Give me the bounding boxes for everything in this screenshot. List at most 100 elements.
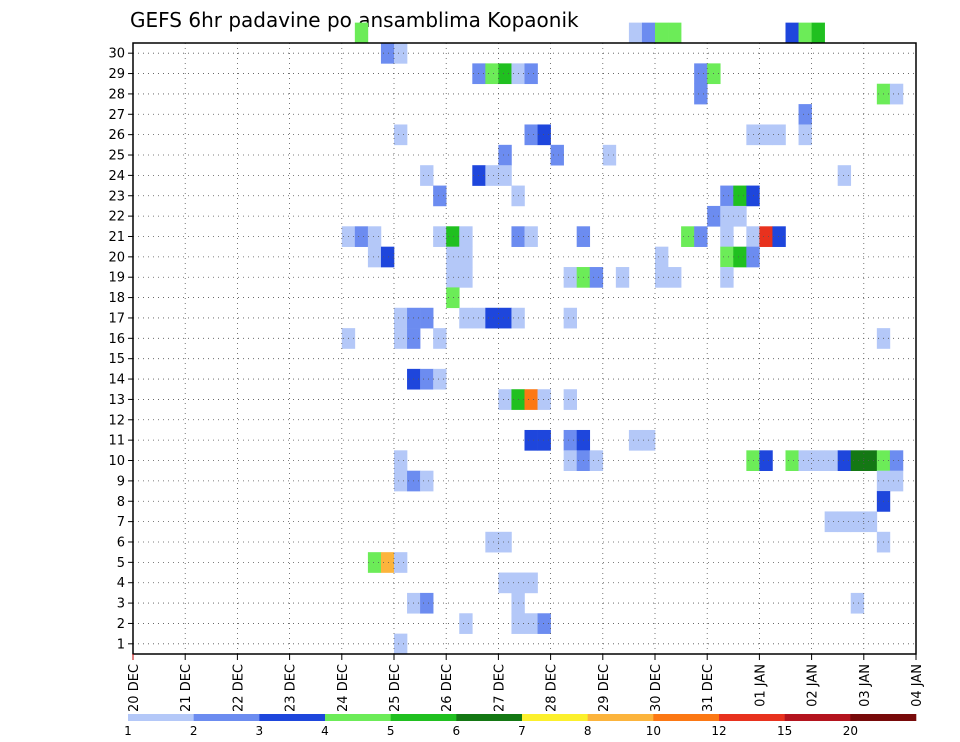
y-tick-label: 3: [117, 597, 125, 612]
heatmap-cell: [524, 63, 538, 85]
heatmap-cell: [889, 83, 904, 105]
y-tick-label: 29: [108, 67, 125, 82]
heatmap-cell: [655, 22, 669, 44]
heatmap-cell: [524, 124, 538, 146]
legend-swatch: [850, 714, 917, 721]
heatmap-cell: [420, 470, 434, 492]
heatmap-cell: [354, 226, 369, 247]
y-tick-label: 12: [108, 413, 125, 428]
heatmap-cell: [772, 226, 786, 247]
heatmap-cell: [824, 511, 838, 533]
x-tick-label: 02 JAN: [806, 664, 821, 707]
legend-label: 7: [518, 724, 526, 738]
heatmap-cell: [354, 22, 369, 44]
plot-frame: [132, 42, 917, 655]
legend-swatch: [325, 714, 391, 721]
x-tick-label: 04 JAN: [910, 664, 925, 707]
heatmap-cell: [759, 450, 773, 471]
y-tick-label: 13: [108, 393, 125, 408]
y-tick-label: 6: [117, 535, 125, 550]
y-tick-label: 15: [108, 352, 125, 367]
legend-swatch: [653, 714, 720, 721]
x-tick-label: 28 DEC: [545, 664, 560, 712]
x-tick-label: 03 JAN: [858, 664, 873, 707]
heatmap-cell: [772, 124, 786, 146]
y-tick-label: 10: [108, 454, 125, 469]
heatmap-cell: [811, 22, 825, 44]
heatmap-cell: [537, 429, 551, 451]
legend-swatch: [390, 714, 457, 721]
heatmap-cell: [420, 368, 434, 390]
heatmap-cell: [785, 22, 799, 44]
heatmap-cell: [420, 592, 434, 614]
heatmap-cell: [694, 83, 708, 105]
heatmap-cell: [720, 205, 734, 227]
heatmap-cell: [524, 226, 538, 247]
chart-title: GEFS 6hr padavine po ansamblima Kopaonik: [130, 8, 579, 32]
heatmap-cell: [459, 246, 473, 268]
heatmap-cell: [433, 368, 447, 390]
heatmap-cell: [733, 246, 747, 268]
heatmap-cell: [837, 165, 852, 186]
heatmap-cell: [837, 511, 852, 533]
heatmap-cell: [459, 267, 473, 288]
heatmap-cell: [563, 389, 577, 410]
heatmap-cell: [380, 552, 395, 573]
y-tick-label: 28: [108, 87, 125, 102]
y-tick-label: 24: [108, 169, 125, 184]
y-tick-label: 7: [117, 515, 125, 530]
heatmap-cell: [485, 165, 499, 186]
x-tick-label: 20 DEC: [127, 664, 142, 712]
heatmap-cell: [694, 63, 708, 85]
x-tick-label: 23 DEC: [284, 664, 299, 712]
heatmap-cell: [537, 124, 551, 146]
x-tick-label: 22 DEC: [231, 664, 246, 712]
legend-label: 1: [124, 724, 132, 738]
legend-swatch: [522, 714, 588, 721]
heatmap-cell: [720, 185, 734, 207]
heatmap-cell: [863, 450, 878, 471]
y-tick-label: 9: [117, 474, 125, 489]
heatmap-cell: [394, 307, 408, 329]
heatmap-cell: [394, 43, 408, 64]
y-tick-label: 23: [108, 189, 125, 204]
heatmap-cell: [485, 307, 499, 329]
heatmap-cell: [668, 22, 682, 44]
y-tick-label: 11: [108, 434, 125, 449]
heatmap-cell: [498, 144, 512, 166]
heatmap-cell: [420, 165, 434, 186]
heatmap-cell: [420, 307, 434, 329]
legend-label: 2: [190, 724, 198, 738]
heatmap-cell: [498, 307, 512, 329]
x-tick-label: 25 DEC: [388, 664, 403, 712]
x-tick-label: 21 DEC: [179, 664, 194, 712]
legend-label: 8: [584, 724, 592, 738]
heatmap-cell: [498, 531, 512, 553]
heatmap-cell: [433, 226, 447, 247]
heatmap-cell: [602, 144, 617, 166]
y-tick-label: 22: [108, 210, 125, 225]
heatmap-cell: [655, 267, 669, 288]
heatmap-cell: [446, 246, 460, 268]
legend-swatch: [193, 714, 260, 721]
heatmap-cell: [380, 43, 395, 64]
heatmap-cell: [446, 287, 460, 309]
y-tick-label: 19: [108, 271, 125, 286]
heatmap-cell: [537, 613, 551, 634]
legend-label: 6: [453, 724, 461, 738]
heatmap-cell: [498, 572, 512, 594]
y-tick-label: 18: [108, 291, 125, 306]
legend-label: 10: [646, 724, 661, 738]
legend-label: 5: [387, 724, 395, 738]
legend-swatch: [587, 714, 654, 721]
heatmap-cell: [694, 226, 708, 247]
heatmap-cell: [837, 450, 852, 471]
heatmap-cell: [485, 531, 499, 553]
y-tick-label: 20: [108, 250, 125, 265]
heatmap-cell: [459, 226, 473, 247]
heatmap-cell: [433, 185, 447, 207]
heatmap-cell: [394, 633, 408, 655]
heatmap-cell: [367, 226, 382, 247]
heatmap-cell: [498, 165, 512, 186]
legend-label: 15: [777, 724, 792, 738]
